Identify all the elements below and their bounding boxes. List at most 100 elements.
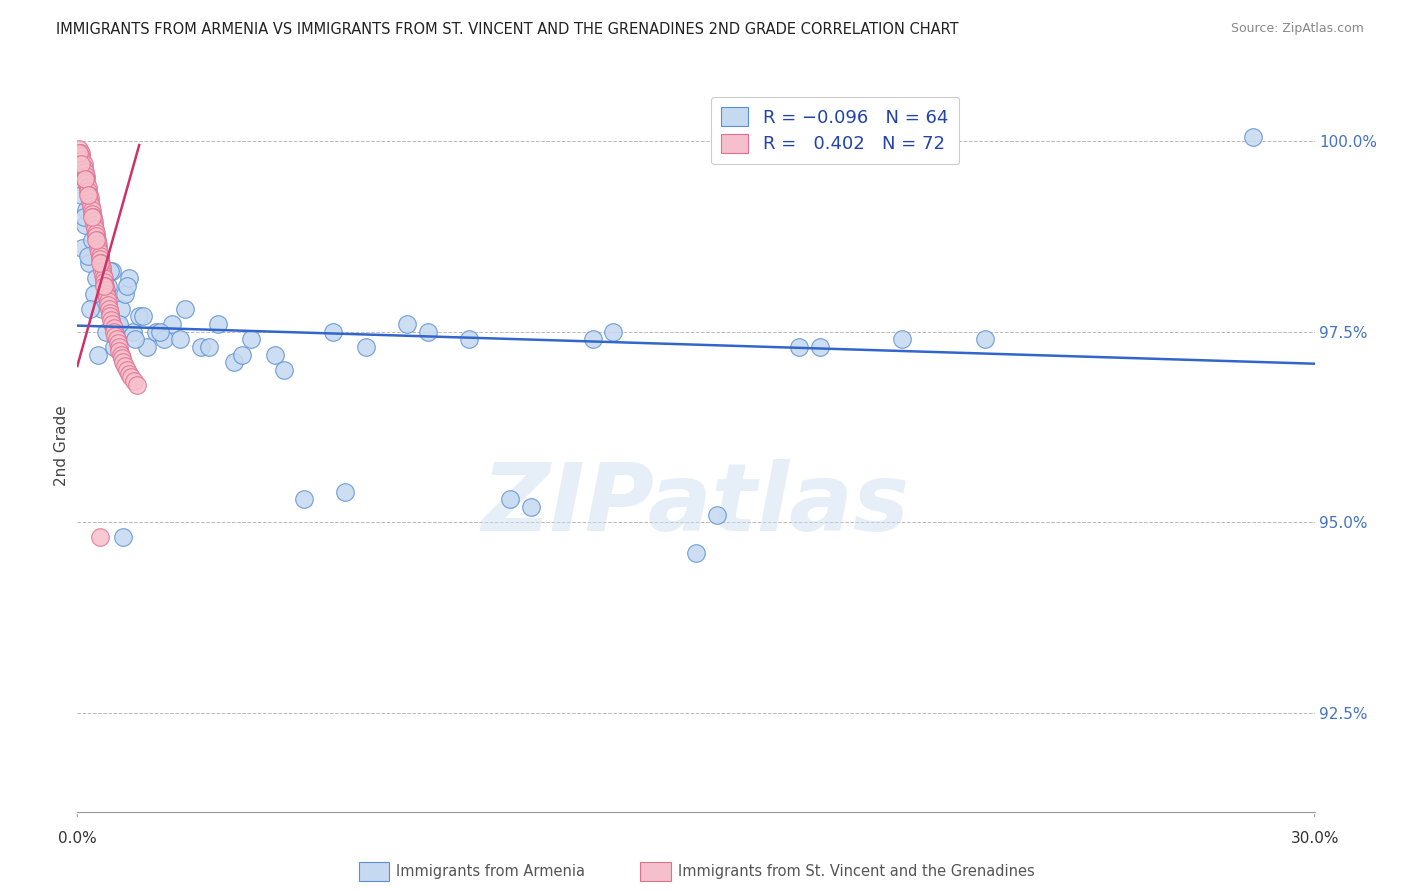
Point xyxy=(111,351,134,366)
Point xyxy=(93,294,115,309)
Point xyxy=(86,233,108,247)
Text: ZIPatlas: ZIPatlas xyxy=(482,458,910,550)
Point xyxy=(80,202,103,217)
Point xyxy=(79,195,101,210)
Point xyxy=(72,161,94,175)
Point xyxy=(458,332,481,346)
Point xyxy=(76,184,98,198)
Point xyxy=(520,500,543,514)
Point xyxy=(75,172,97,186)
Point xyxy=(222,355,245,369)
Point xyxy=(90,256,112,270)
Point xyxy=(75,169,97,183)
Point xyxy=(91,268,114,282)
Point xyxy=(153,332,176,346)
Point xyxy=(80,206,103,220)
Point xyxy=(128,310,150,324)
Point xyxy=(115,279,138,293)
Point xyxy=(101,264,124,278)
Point xyxy=(122,374,145,388)
Point xyxy=(602,325,624,339)
Point xyxy=(89,248,111,262)
Point xyxy=(127,378,149,392)
Point xyxy=(89,248,111,262)
Point xyxy=(75,176,97,190)
Point xyxy=(87,237,110,252)
Point xyxy=(67,145,90,160)
Point xyxy=(79,199,101,213)
Point xyxy=(891,332,914,346)
Point xyxy=(104,328,127,343)
Point xyxy=(73,164,96,178)
Point xyxy=(190,340,212,354)
Text: Immigrants from Armenia: Immigrants from Armenia xyxy=(396,864,585,879)
Point xyxy=(97,294,120,309)
Text: Source: ZipAtlas.com: Source: ZipAtlas.com xyxy=(1230,22,1364,36)
Point xyxy=(110,301,132,316)
Text: 30.0%: 30.0% xyxy=(1291,830,1339,846)
Point xyxy=(169,332,191,346)
Text: 0.0%: 0.0% xyxy=(58,830,97,846)
Point xyxy=(94,279,117,293)
Point xyxy=(107,317,129,331)
Point xyxy=(77,187,100,202)
Point xyxy=(80,211,103,225)
Point xyxy=(115,363,138,377)
Point xyxy=(83,214,105,228)
Point xyxy=(91,301,114,316)
Text: Immigrants from St. Vincent and the Grenadines: Immigrants from St. Vincent and the Gren… xyxy=(678,864,1035,879)
Point xyxy=(107,336,129,351)
Point xyxy=(416,325,439,339)
Point xyxy=(91,264,114,278)
Point xyxy=(83,286,105,301)
Point xyxy=(83,222,105,236)
Point xyxy=(76,180,98,194)
Point xyxy=(89,530,111,544)
Point xyxy=(72,157,94,171)
Point xyxy=(79,191,101,205)
Point xyxy=(73,172,96,186)
Point xyxy=(124,332,146,346)
Y-axis label: 2nd Grade: 2nd Grade xyxy=(53,406,69,486)
Point xyxy=(118,367,141,381)
Point xyxy=(110,347,132,361)
Point xyxy=(103,321,125,335)
Point xyxy=(72,211,94,225)
Point xyxy=(77,256,100,270)
Point xyxy=(96,286,118,301)
Point xyxy=(264,347,287,361)
Point xyxy=(114,359,136,373)
Point xyxy=(84,229,107,244)
Point xyxy=(118,271,141,285)
Point xyxy=(787,340,810,354)
Point xyxy=(973,332,995,346)
Point xyxy=(103,325,125,339)
Point xyxy=(1241,130,1264,145)
Point xyxy=(72,153,94,168)
Point xyxy=(231,347,253,361)
Point xyxy=(89,252,111,267)
Point xyxy=(111,530,134,544)
Point xyxy=(685,546,707,560)
Point xyxy=(76,248,98,262)
Point xyxy=(98,301,121,316)
Point xyxy=(67,142,90,156)
Point xyxy=(76,187,98,202)
Point xyxy=(273,363,295,377)
Point xyxy=(173,301,195,316)
Point xyxy=(132,310,155,324)
Point xyxy=(706,508,728,522)
Point xyxy=(114,286,136,301)
Point xyxy=(79,301,101,316)
Point xyxy=(93,271,115,285)
Point xyxy=(105,317,128,331)
Point xyxy=(107,340,129,354)
Point xyxy=(70,157,93,171)
Point xyxy=(89,256,111,270)
Point xyxy=(292,492,315,507)
Point xyxy=(82,211,104,225)
Point xyxy=(98,264,121,278)
Point xyxy=(136,340,159,354)
Point xyxy=(160,317,183,331)
Point xyxy=(103,340,125,354)
